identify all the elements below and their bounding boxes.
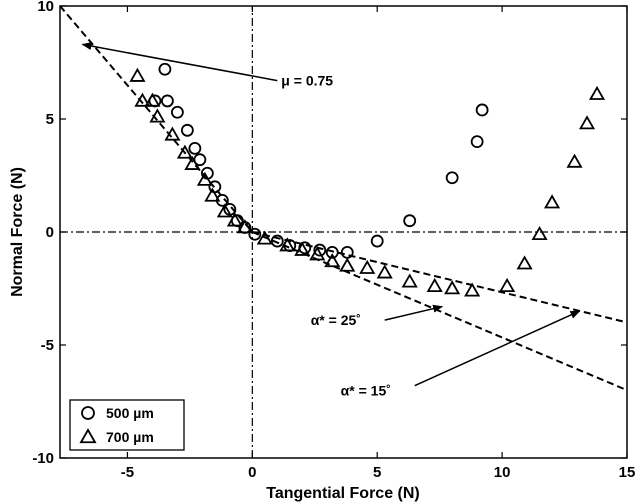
marker-700um-22 xyxy=(444,280,461,295)
y-tick-label: 0 xyxy=(46,224,54,241)
legend-marker-triangle xyxy=(79,428,97,444)
legend-label: 700 µm xyxy=(106,429,154,445)
y-tick-label: -5 xyxy=(41,337,54,354)
data-points xyxy=(129,62,606,297)
marker-700um-30 xyxy=(588,85,606,100)
x-tick-label: 5 xyxy=(373,464,381,481)
marker-700um-11 xyxy=(236,219,253,234)
marker-500um-22 xyxy=(445,171,459,185)
marker-700um-13 xyxy=(279,237,296,252)
marker-700um-4 xyxy=(164,126,181,141)
marker-700um-10 xyxy=(226,212,243,227)
marker-700um-25 xyxy=(516,255,533,270)
marker-500um-21 xyxy=(403,214,417,228)
marker-700um-3 xyxy=(149,108,166,123)
marker-700um-29 xyxy=(578,115,596,130)
x-tick-label: 10 xyxy=(494,464,511,481)
marker-700um-6 xyxy=(184,155,201,170)
legend-marker-circle xyxy=(81,406,95,420)
marker-500um-2 xyxy=(161,94,174,108)
legend-label: 500 µm xyxy=(106,405,154,421)
marker-500um-17 xyxy=(313,243,327,257)
annotation-arrow-1 xyxy=(384,304,444,321)
marker-500um-24 xyxy=(475,103,489,117)
marker-700um-27 xyxy=(544,194,561,209)
marker-700um-28 xyxy=(566,153,583,168)
marker-700um-17 xyxy=(339,257,356,272)
marker-700um-2 xyxy=(144,92,161,107)
legend: 500 µm 700 µm xyxy=(69,399,185,451)
marker-700um-26 xyxy=(531,225,548,241)
dashed-reference-line-1 xyxy=(252,231,627,324)
x-tick-label: 0 xyxy=(248,464,256,481)
marker-500um-18 xyxy=(325,245,339,259)
marker-500um-13 xyxy=(248,227,262,241)
axes: -5 0 5 10 15 -10 -5 0 5 10 xyxy=(32,0,635,481)
marker-700um-9 xyxy=(216,203,233,218)
marker-700um-12 xyxy=(256,230,273,245)
x-tick-label: 15 xyxy=(619,464,636,481)
marker-500um-23 xyxy=(470,135,484,149)
marker-500um-4 xyxy=(180,123,194,137)
marker-700um-5 xyxy=(176,144,193,159)
marker-500um-5 xyxy=(188,141,202,155)
annotation-arrow-2 xyxy=(414,310,581,387)
marker-700um-18 xyxy=(359,259,376,274)
marker-700um-20 xyxy=(401,273,418,288)
marker-700um-15 xyxy=(309,246,326,261)
marker-500um-3 xyxy=(170,105,184,119)
y-axis-title: Normal Force (N) xyxy=(9,167,26,297)
x-axis-title: Tangential Force (N) xyxy=(266,485,420,502)
marker-700um-14 xyxy=(294,241,311,256)
marker-700um-16 xyxy=(324,253,341,268)
annotation-label-2: α* = 15˚ xyxy=(341,383,391,399)
marker-500um-0 xyxy=(158,62,172,76)
marker-700um-23 xyxy=(464,282,481,297)
x-tick-label: -5 xyxy=(121,464,134,481)
marker-700um-7 xyxy=(196,171,213,186)
marker-700um-24 xyxy=(499,277,516,293)
marker-700um-1 xyxy=(134,92,151,107)
marker-700um-19 xyxy=(376,264,393,279)
annotation-label-1: α* = 25˚ xyxy=(311,312,361,328)
y-tick-label: 10 xyxy=(37,0,54,15)
y-tick-label: -10 xyxy=(32,450,54,467)
annotation-label-0: μ = 0.75 xyxy=(281,73,333,89)
marker-700um-0 xyxy=(129,67,146,82)
marker-700um-21 xyxy=(426,277,443,293)
annotation-arrow-0 xyxy=(81,42,278,82)
annotations: μ = 0.75 α* = 25˚ α* = 15˚ xyxy=(81,42,581,399)
y-tick-label: 5 xyxy=(46,111,54,128)
marker-500um-14 xyxy=(270,234,284,248)
marker-700um-8 xyxy=(204,187,221,202)
marker-500um-20 xyxy=(370,234,384,248)
